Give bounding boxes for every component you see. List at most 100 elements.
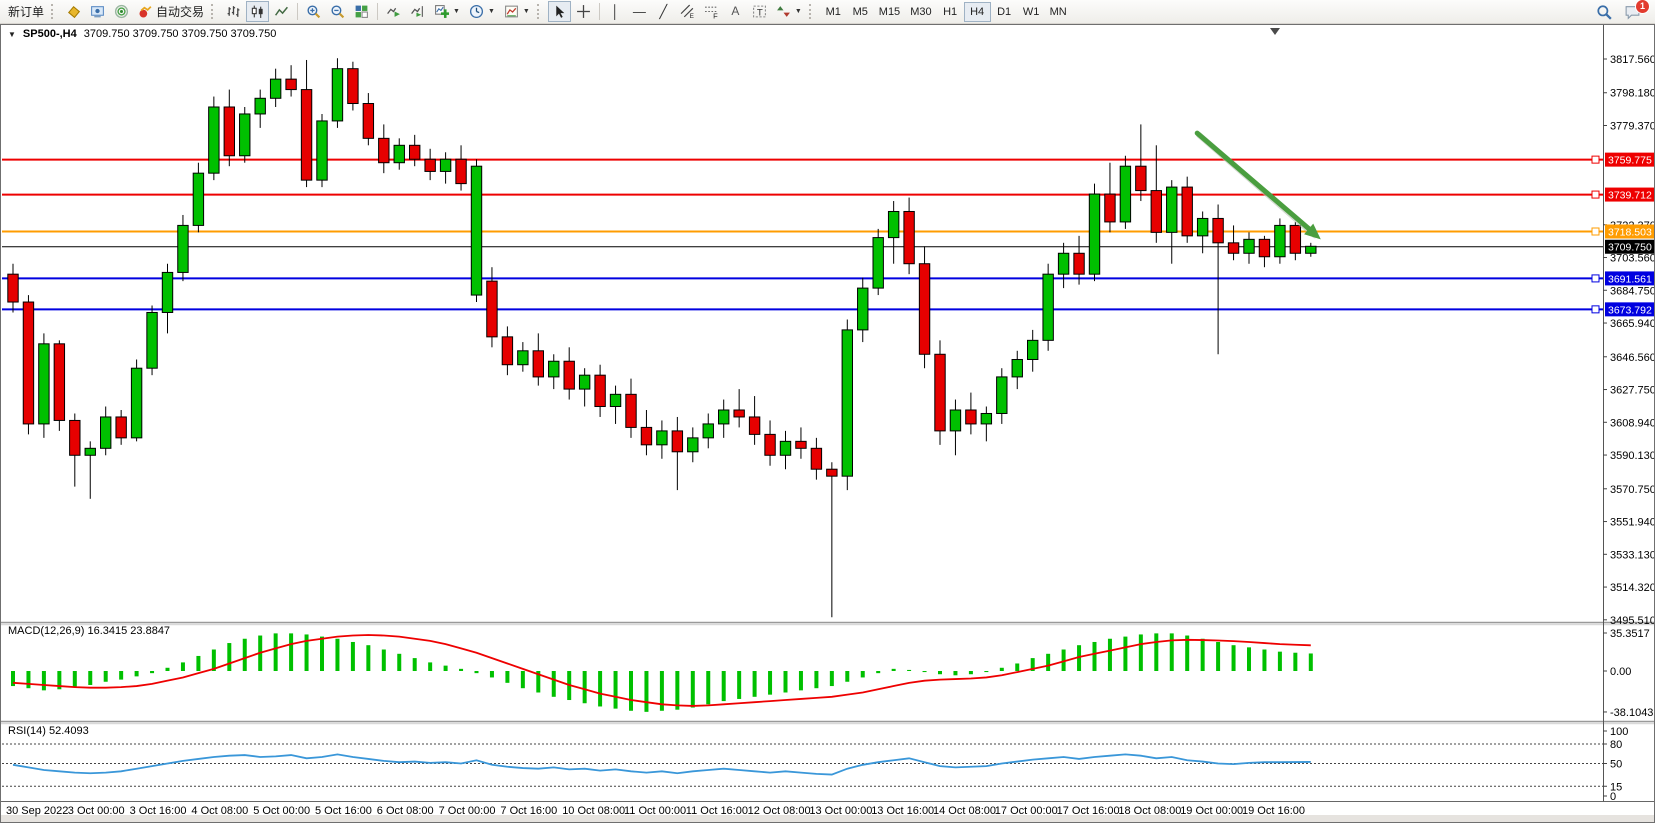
toolbar-grip	[211, 4, 217, 19]
bull-candle-body	[177, 224, 189, 273]
macd-histogram-bar	[103, 671, 108, 682]
candle	[300, 59, 313, 188]
bull-candle-body	[687, 437, 699, 453]
trend-arrow-annotation[interactable]	[1194, 130, 1321, 240]
metaeditor-button[interactable]	[62, 1, 85, 22]
macd-histogram-bar	[690, 671, 695, 708]
signals-button[interactable]	[110, 1, 133, 22]
timeframe-m30-button[interactable]: M30	[905, 2, 936, 22]
bull-candle-body	[1057, 252, 1070, 275]
candle	[100, 406, 112, 456]
macd-histogram-bar	[752, 671, 757, 697]
time-axis-label: 7 Oct 00:00	[439, 805, 496, 817]
candle	[578, 368, 591, 407]
timeframe-m5-button[interactable]: M5	[847, 2, 874, 22]
trendline-icon: ╱	[659, 4, 668, 19]
new-order-button[interactable]: 新订单	[4, 1, 48, 22]
bear-candle-body	[1181, 186, 1193, 237]
bull-candle-body	[331, 68, 344, 122]
candle	[1212, 204, 1224, 355]
line-handle[interactable]	[1591, 227, 1600, 236]
chart-shift-button[interactable]	[406, 1, 429, 22]
rsi-axis-label: 100	[1610, 726, 1628, 738]
timeframe-m1-button[interactable]: M1	[820, 2, 847, 22]
trendline-tool-button[interactable]: ╱	[652, 1, 675, 22]
macd-histogram-bar	[304, 634, 309, 671]
bear-candle-body	[486, 280, 498, 338]
price-tag-label: 3673.792	[1608, 304, 1652, 316]
candle	[22, 295, 35, 435]
candle	[1135, 124, 1147, 202]
current-price-tag-bg	[1605, 239, 1654, 254]
line-chart-mode-button[interactable]	[270, 1, 293, 22]
toolbar-separator	[598, 3, 600, 20]
collapse-arrow-icon[interactable]: ▼	[8, 29, 16, 39]
candle	[903, 197, 915, 275]
line-handle[interactable]	[1591, 274, 1600, 283]
timeframe-h1-button[interactable]: H1	[937, 2, 964, 22]
zoom-out-button[interactable]	[326, 1, 349, 22]
macd-histogram-bar	[489, 671, 494, 678]
timeframe-mn-button[interactable]: MN	[1045, 2, 1072, 22]
zoom-in-button[interactable]	[302, 1, 325, 22]
notifications-button[interactable]: 1	[1620, 0, 1650, 22]
price-tag-label: 3691.561	[1608, 273, 1652, 285]
bull-candle-body	[609, 393, 622, 408]
chart-canvas[interactable]: 3817.5603798.1803779.3703722.3703703.560…	[1, 25, 1654, 822]
candle	[594, 364, 606, 417]
candle	[640, 409, 653, 456]
macd-histogram-bar	[227, 643, 232, 671]
cursor-tool-button[interactable]	[547, 1, 571, 22]
arrows-tool-button[interactable]: ▼	[772, 1, 806, 22]
horizontal-line-tool-button[interactable]: —	[628, 1, 651, 22]
fibonacci-tool-button[interactable]: F	[700, 1, 723, 22]
time-axis-label: 3 Oct 00:00	[68, 805, 125, 817]
candle	[1196, 211, 1209, 254]
bear-candle-body	[115, 416, 127, 439]
clock-icon	[469, 4, 484, 19]
text-label-tool-button[interactable]: T	[748, 1, 771, 22]
line-handle[interactable]	[1591, 155, 1600, 164]
macd-histogram-bar	[1077, 645, 1082, 671]
timeframe-d1-button[interactable]: D1	[991, 2, 1018, 22]
templates-button[interactable]: ▼	[500, 1, 534, 22]
bull-candle-body	[1243, 238, 1255, 254]
text-icon: A	[731, 4, 740, 18]
tile-windows-button[interactable]	[350, 1, 373, 22]
auto-scroll-button[interactable]	[382, 1, 405, 22]
line-handle[interactable]	[1591, 305, 1600, 314]
bear-candle-body	[409, 144, 421, 160]
auto-trading-button[interactable]: 自动交易	[134, 1, 208, 22]
timeframe-m15-button[interactable]: M15	[874, 2, 905, 22]
search-button[interactable]	[1592, 1, 1616, 22]
time-axis[interactable]: 30 Sep 2022 3 Oct 00:00 3 Oct 16:00 4 Oct 0…	[6, 805, 1305, 817]
macd-histogram-bar	[443, 665, 448, 671]
candlestick-mode-button[interactable]	[246, 1, 270, 22]
bull-candle-body	[316, 120, 328, 181]
channel-tool-button[interactable]: E	[676, 1, 699, 22]
macd-histogram-bar	[165, 667, 170, 671]
chart-shift-marker[interactable]	[1270, 28, 1280, 35]
price-tick-label: 3665.940	[1610, 318, 1654, 330]
crosshair-tool-button[interactable]	[572, 1, 595, 22]
candle	[69, 413, 81, 487]
text-tool-button[interactable]: A	[724, 1, 747, 22]
timeframe-w1-button[interactable]: W1	[1018, 2, 1045, 22]
macd-histogram-bar	[845, 671, 850, 682]
bear-candle-body	[7, 273, 19, 303]
macd-histogram-bar	[814, 671, 819, 689]
strategy-tester-button[interactable]	[86, 1, 109, 22]
macd-histogram-bar	[1123, 636, 1128, 671]
indicators-button[interactable]: ▼	[430, 1, 464, 22]
bar-chart-mode-button[interactable]	[222, 1, 245, 22]
macd-histogram-bar	[211, 649, 216, 671]
bull-candle-body	[779, 440, 792, 456]
price-axis[interactable]: 3817.5603798.1803779.3703722.3703703.560…	[1603, 54, 1654, 803]
zoom-in-icon	[307, 5, 321, 19]
vertical-line-tool-button[interactable]: │	[604, 1, 627, 22]
price-tag-bg	[1605, 224, 1654, 239]
timeframe-h4-button[interactable]: H4	[963, 1, 991, 22]
line-handle[interactable]	[1591, 190, 1600, 199]
periods-button[interactable]: ▼	[465, 1, 499, 22]
chart-window: 3817.5603798.1803779.3703722.3703703.560…	[0, 24, 1655, 823]
